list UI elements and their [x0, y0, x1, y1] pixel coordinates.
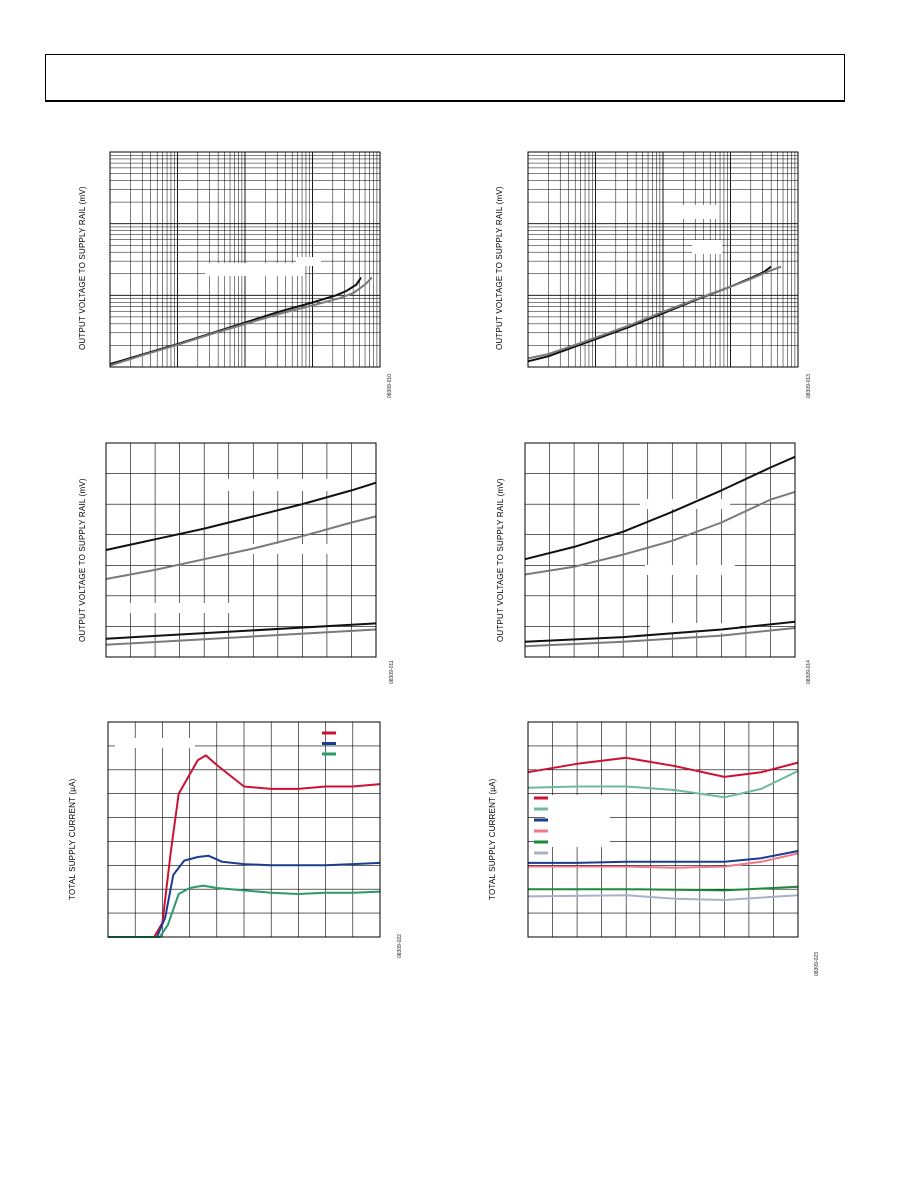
annotation-box: [226, 479, 346, 491]
plot-area: [525, 443, 795, 657]
chart-panel: OUTPUT VOLTAGE TO SUPPLY RAIL (mV) 08309…: [496, 442, 812, 684]
series-line: [108, 854, 381, 938]
series-line: [108, 754, 381, 938]
plot-frame: [109, 151, 381, 368]
annotation-box: [692, 240, 722, 254]
series-line: [524, 455, 796, 561]
series-line: [528, 850, 799, 864]
series-line: [524, 620, 796, 643]
plot-frame: [107, 721, 381, 938]
chart-canvas: [107, 721, 381, 938]
chart-panel: OUTPUT VOLTAGE TO SUPPLY RAIL (mV) 08309…: [0, 0, 918, 420]
legend-swatch: [534, 818, 548, 822]
annotation-box: [250, 544, 350, 554]
chart-panel: OUTPUT VOLTAGE TO SUPPLY RAIL (mV) 08309…: [0, 0, 459, 700]
plot-frame: [527, 151, 799, 368]
series-line: [528, 885, 799, 892]
chart-canvas: [105, 442, 377, 658]
figure-id: 08309-023: [814, 952, 820, 976]
chart-panel: OUTPUT VOLTAGE TO SUPPLY RAIL (mV) 08309…: [0, 0, 459, 420]
annotation-box: [545, 795, 610, 847]
page-header-box: [45, 54, 845, 102]
y-axis-label: TOTAL SUPPLY CURRENT (µA): [488, 778, 497, 900]
chart-panel: TOTAL SUPPLY CURRENT (µA) 08309-023: [488, 721, 820, 976]
series-line: [524, 627, 796, 648]
series-line: [105, 628, 377, 646]
chart-canvas: [109, 151, 381, 368]
series-line: [527, 265, 782, 360]
plot-frame: [527, 721, 799, 938]
series-line: [528, 852, 799, 869]
series-line: [527, 770, 799, 799]
series-line: [105, 622, 377, 640]
annotation-box: [128, 603, 238, 613]
series-line: [524, 490, 796, 576]
legend-swatch: [534, 829, 548, 833]
chart-canvas: [527, 151, 799, 368]
legend-swatch: [322, 742, 336, 745]
legend-swatch: [534, 851, 548, 855]
annotation-box: [650, 623, 740, 633]
series-line: [527, 756, 799, 778]
legend-swatch: [322, 731, 336, 735]
annotation-box: [645, 565, 735, 575]
legend-swatch: [534, 796, 548, 800]
series-line: [109, 276, 373, 367]
chart-canvas: [527, 721, 799, 938]
plot-frame: [524, 442, 796, 658]
series-line: [527, 894, 799, 901]
annotation-box: [672, 205, 717, 219]
series-line: [105, 515, 377, 580]
annotation-box: [296, 257, 321, 266]
annotation-box: [115, 738, 195, 748]
legend-swatch: [534, 840, 548, 844]
series-line: [108, 884, 381, 938]
chart-canvas: [524, 442, 796, 658]
annotation-box: [205, 263, 305, 276]
plot-frame: [105, 442, 377, 658]
series-line: [105, 481, 377, 551]
series-line: [527, 265, 772, 363]
legend-swatch: [534, 807, 548, 811]
chart-panel: TOTAL SUPPLY CURRENT (µA) 08309-022: [0, 0, 459, 980]
annotation-box: [640, 499, 730, 509]
legend-swatch: [322, 752, 336, 756]
